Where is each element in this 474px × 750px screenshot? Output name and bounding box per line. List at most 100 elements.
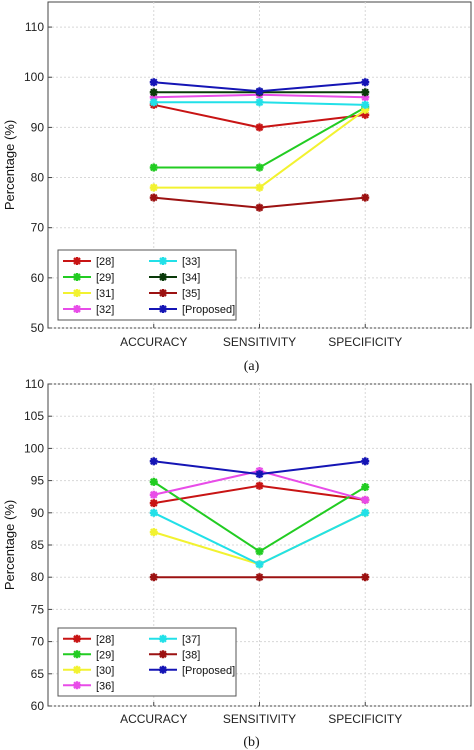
chart-a: 50 60 70 80 90 100 110 ACCURACY SENSITIVITY SPECI…	[2, 1, 472, 374]
legend-marker	[73, 634, 81, 643]
figure-caption: (a)	[244, 359, 260, 374]
legend: [28] [29] [30] [36] [37] [38] [Proposed]	[57, 627, 237, 697]
series-7	[149, 78, 370, 96]
legend-label: [29]	[96, 649, 114, 661]
figure-caption: (b)	[243, 735, 260, 750]
legend-item: [35]	[149, 288, 200, 300]
y-tick-label: 65	[31, 667, 45, 681]
data-point	[149, 98, 158, 107]
data-point	[255, 560, 264, 569]
data-point	[361, 495, 370, 504]
y-tick-label: 90	[31, 120, 45, 134]
y-tick-label: 100	[24, 441, 44, 455]
legend-marker	[73, 273, 81, 281]
series-6	[149, 457, 370, 479]
legend-item: [34]	[149, 272, 200, 284]
data-point	[149, 477, 158, 486]
data-point	[255, 573, 264, 582]
data-point	[149, 193, 158, 202]
data-point	[361, 193, 370, 202]
data-point	[255, 470, 264, 479]
y-tick-label: 110	[25, 377, 44, 391]
y-tick-label: 110	[25, 20, 44, 34]
legend-item: [29]	[63, 649, 114, 661]
y-tick-label: 80	[31, 171, 45, 185]
legend-label: [38]	[182, 649, 200, 661]
legend-label: [36]	[96, 680, 114, 692]
series-1	[149, 477, 370, 556]
x-tick-label: ACCURACY	[120, 335, 187, 349]
legend-marker	[159, 305, 167, 313]
legend-item: [36]	[63, 680, 114, 692]
series-6	[149, 193, 370, 212]
y-tick-label: 50	[31, 321, 45, 335]
y-tick-label: 75	[31, 602, 45, 616]
data-point	[149, 457, 158, 466]
data-point	[149, 508, 158, 517]
y-tick-label: 95	[31, 474, 45, 488]
y-tick-label: 60	[31, 699, 45, 713]
legend-item: [31]	[63, 288, 114, 300]
legend-label: [28]	[96, 256, 114, 268]
series-4	[149, 508, 370, 569]
legend-marker	[73, 681, 81, 690]
chart-b: 60 65 70 75 80 85 90 95 100 105 110 ACCURACY SENSITI…	[2, 377, 472, 750]
legend-marker	[73, 305, 81, 313]
y-tick-label: 80	[31, 570, 45, 584]
legend-marker	[73, 289, 81, 297]
legend-item: [28]	[63, 256, 114, 268]
legend-marker	[159, 273, 167, 281]
legend-item: [37]	[149, 634, 200, 646]
data-point	[149, 183, 158, 192]
y-axis-label: Percentage (%)	[2, 120, 17, 210]
y-tick-label: 90	[31, 506, 45, 520]
y-tick-label: 70	[31, 221, 45, 235]
data-point	[361, 483, 370, 492]
legend-item: [28]	[63, 634, 114, 646]
data-point	[255, 203, 264, 212]
legend-marker	[73, 665, 81, 674]
data-point	[149, 78, 158, 87]
legend-item: [38]	[149, 649, 200, 661]
data-point	[255, 87, 264, 96]
legend-label: [34]	[182, 272, 200, 284]
data-point	[361, 78, 370, 87]
data-point	[149, 163, 158, 172]
legend-label: [37]	[182, 634, 200, 646]
x-tick-label: ACCURACY	[120, 712, 187, 726]
legend-label: [28]	[96, 634, 114, 646]
legend-item: [Proposed]	[149, 665, 235, 677]
data-point	[255, 481, 264, 490]
legend-label: [35]	[182, 288, 200, 300]
data-point	[149, 88, 158, 97]
series-2	[149, 105, 370, 192]
legend-label: [32]	[96, 304, 114, 316]
data-point	[255, 123, 264, 132]
data-point	[255, 98, 264, 107]
legend: [28] [29] [31] [32] [33] [34] [35] [Proposed]	[57, 249, 237, 321]
x-tick-label: SENSITIVITY	[223, 335, 296, 349]
y-tick-label: 105	[24, 409, 44, 423]
legend-item: [29]	[63, 272, 114, 284]
legend-label: [Proposed]	[182, 304, 235, 316]
data-point	[361, 457, 370, 466]
data-point	[149, 573, 158, 582]
legend-label: [33]	[182, 256, 200, 268]
data-point	[361, 88, 370, 97]
legend-item: [Proposed]	[149, 304, 235, 316]
x-tick-label: SPECIFICITY	[328, 335, 402, 349]
data-point	[361, 573, 370, 582]
y-tick-label: 70	[31, 635, 45, 649]
x-tick-label: SENSITIVITY	[223, 712, 296, 726]
legend-marker	[159, 665, 167, 674]
legend-item: [33]	[149, 256, 200, 268]
legend-item: [30]	[63, 665, 114, 677]
data-point	[361, 508, 370, 517]
data-point	[255, 163, 264, 172]
data-point	[361, 100, 370, 109]
y-tick-label: 85	[31, 538, 45, 552]
y-axis-label: Percentage (%)	[2, 500, 17, 590]
y-tick-label: 100	[24, 70, 44, 84]
legend-label: [31]	[96, 288, 114, 300]
data-point	[149, 528, 158, 537]
